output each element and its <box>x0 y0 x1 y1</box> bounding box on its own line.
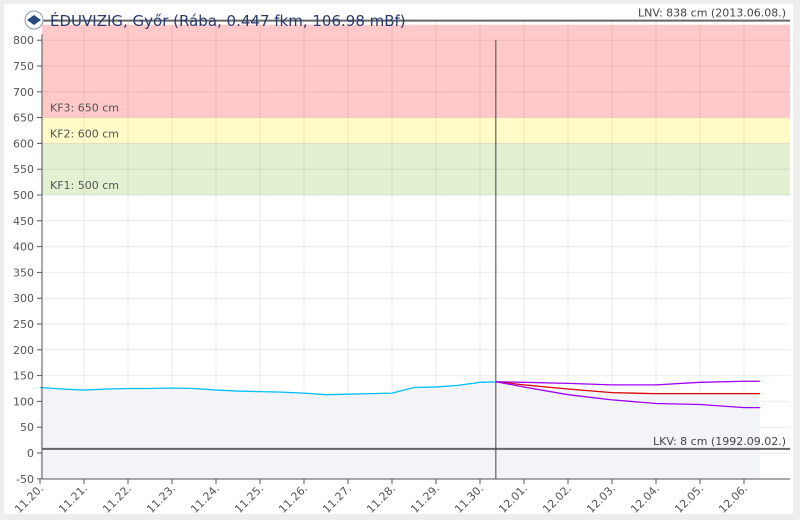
y-tick-label: 50 <box>20 421 34 434</box>
x-tick-label: 12.04. <box>628 482 662 514</box>
x-tick-label: 12.06. <box>716 482 750 514</box>
series-line-forecast-lower <box>495 381 760 409</box>
y-tick-label: 750 <box>13 60 34 73</box>
chart-title: ÉDUVIZIG, Győr (Rába, 0.447 fkm, 106.98 … <box>50 11 406 30</box>
y-tick-label: 600 <box>13 137 34 150</box>
y-tick-label: 100 <box>13 395 34 408</box>
threshold-band <box>42 117 790 144</box>
x-tick-label: 11.27. <box>320 482 354 514</box>
threshold-band <box>42 24 790 118</box>
series-area <box>40 381 760 479</box>
threshold-band <box>42 143 790 195</box>
y-tick-label: 150 <box>13 370 34 383</box>
y-tick-label: 200 <box>13 344 34 357</box>
x-tick-label: 11.30. <box>452 482 486 514</box>
x-tick-label: 11.22. <box>100 482 134 514</box>
logo-mark <box>27 15 41 25</box>
band-label: KF1: 500 cm <box>50 179 119 192</box>
series-line-forecast-upper <box>495 380 760 386</box>
chart-frame: KF3: 650 cm KF2: 600 cm KF1: 500 cm LNV: 83… <box>4 4 793 514</box>
y-tick-label: 650 <box>13 112 34 125</box>
reference-line-label: LNV: 838 cm (2013.06.08.) <box>638 7 786 20</box>
reference-line-label: LKV: 8 cm (1992.09.02.) <box>653 435 786 448</box>
x-tick-label: 11.23. <box>144 482 178 514</box>
y-tick-label: 250 <box>13 318 34 331</box>
y-tick-label: 800 <box>13 34 34 47</box>
y-tick-label: 0 <box>27 447 34 460</box>
series-line-forecast <box>495 381 760 395</box>
band-label: KF3: 650 cm <box>50 102 119 115</box>
x-tick-label: 11.20. <box>12 482 46 514</box>
x-tick-label: 11.21. <box>56 482 90 514</box>
x-tick-label: 11.26. <box>276 482 310 514</box>
y-tick-label: 400 <box>13 241 34 254</box>
y-tick-label: 300 <box>13 292 34 305</box>
x-tick-label: 11.29. <box>408 482 442 514</box>
y-tick-label: 450 <box>13 215 34 228</box>
x-tick-label: 12.02. <box>540 482 574 514</box>
x-tick-label: 12.03. <box>584 482 618 514</box>
x-tick-label: 12.01. <box>496 482 530 514</box>
y-tick-label: -50 <box>16 473 34 486</box>
y-tick-label: 500 <box>13 189 34 202</box>
x-tick-label: 11.24. <box>188 482 222 514</box>
y-tick-label: 550 <box>13 163 34 176</box>
series-line-observed <box>39 381 496 396</box>
y-tick-label: 350 <box>13 266 34 279</box>
x-tick-label: 11.25. <box>232 482 266 514</box>
y-tick-label: 700 <box>13 86 34 99</box>
x-tick-label: 12.05. <box>672 482 706 514</box>
x-tick-label: 11.28. <box>364 482 398 514</box>
eduvizig-logo <box>24 10 44 30</box>
band-label: KF2: 600 cm <box>50 127 119 140</box>
water-level-chart: KF3: 650 cm KF2: 600 cm KF1: 500 cm LNV: 83… <box>12 7 790 514</box>
